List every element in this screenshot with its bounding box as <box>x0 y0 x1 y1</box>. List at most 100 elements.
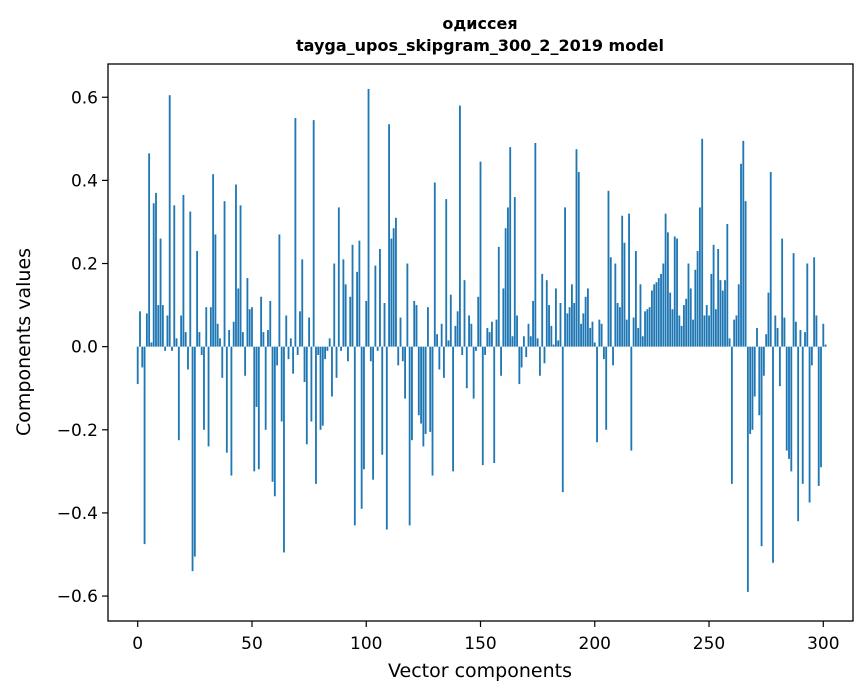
bar-198 <box>589 327 592 347</box>
bar-131 <box>436 334 438 347</box>
bar-111 <box>390 238 393 347</box>
bar-200 <box>593 342 596 347</box>
bar-267 <box>746 346 749 592</box>
bar-141 <box>459 105 461 347</box>
bar-255 <box>719 280 722 347</box>
bar-12 <box>164 346 167 351</box>
bar-211 <box>618 307 621 347</box>
bar-69 <box>294 118 297 347</box>
bar-124 <box>420 346 422 424</box>
bar-109 <box>385 346 388 530</box>
bar-18 <box>177 346 180 441</box>
bar-9 <box>157 305 160 347</box>
bar-1 <box>139 311 141 347</box>
bar-279 <box>774 315 777 347</box>
bar-256 <box>721 290 724 347</box>
bar-6 <box>150 342 153 347</box>
bar-167 <box>518 346 521 385</box>
bar-103 <box>372 346 375 480</box>
bar-156 <box>493 346 496 464</box>
bar-117 <box>404 346 406 399</box>
x-axis-label: Vector components <box>388 660 572 682</box>
bar-27 <box>198 332 201 347</box>
bar-238 <box>680 325 683 347</box>
bar-239 <box>682 305 685 347</box>
bar-210 <box>616 303 619 347</box>
bar-121 <box>413 300 416 347</box>
bar-45 <box>239 205 242 347</box>
bar-22 <box>187 346 189 370</box>
bar-280 <box>776 327 779 347</box>
bar-231 <box>664 213 667 347</box>
bar-217 <box>632 317 635 347</box>
bar-79 <box>317 346 320 355</box>
bar-272 <box>758 346 761 416</box>
bar-31 <box>207 346 210 447</box>
bar-70 <box>296 346 299 355</box>
bar-225 <box>650 290 653 347</box>
bar-144 <box>465 346 468 389</box>
bar-88 <box>337 207 340 347</box>
x-axis-ticks: 0 50 100 150 200 250 300 <box>132 621 840 654</box>
bar-47 <box>244 346 247 376</box>
bar-7 <box>152 203 155 347</box>
bar-97 <box>358 240 361 347</box>
bar-288 <box>794 321 797 347</box>
bar-10 <box>159 238 162 347</box>
bar-0 <box>136 346 139 385</box>
bar-17 <box>175 338 178 347</box>
bar-242 <box>689 288 692 347</box>
y-tick-label-6: 0.6 <box>71 88 98 108</box>
y-tick-label-1: −0.4 <box>57 504 98 524</box>
bar-41 <box>230 346 233 476</box>
bar-208 <box>612 346 614 366</box>
bar-289 <box>797 346 800 522</box>
bar-59 <box>271 346 274 482</box>
bar-152 <box>484 346 486 355</box>
chart-title-line-2: tayga_upos_skipgram_300_2_2019 model <box>296 36 664 55</box>
bar-285 <box>788 346 790 459</box>
bar-243 <box>692 319 694 347</box>
bar-135 <box>445 199 448 347</box>
bar-191 <box>573 303 576 347</box>
bar-96 <box>356 271 359 347</box>
bar-60 <box>273 346 276 497</box>
bar-20 <box>182 194 185 347</box>
bar-178 <box>543 346 546 364</box>
bar-294 <box>808 346 811 503</box>
bar-286 <box>790 346 793 472</box>
bar-120 <box>411 346 413 441</box>
bar-171 <box>527 323 530 347</box>
bar-169 <box>523 336 525 347</box>
bar-71 <box>299 311 301 347</box>
bar-57 <box>267 330 269 347</box>
bar-102 <box>369 346 372 362</box>
bar-228 <box>657 278 660 347</box>
bar-127 <box>427 307 429 347</box>
bar-268 <box>749 346 752 434</box>
bar-26 <box>196 251 199 347</box>
bar-247 <box>701 138 704 347</box>
bar-199 <box>591 321 594 347</box>
bar-140 <box>456 311 459 347</box>
y-tick-label-3: 0.0 <box>71 338 98 358</box>
bar-298 <box>817 346 820 486</box>
bar-106 <box>379 248 381 347</box>
bar-244 <box>694 269 697 347</box>
bar-296 <box>813 257 816 347</box>
bar-162 <box>507 207 509 347</box>
bar-214 <box>625 319 628 347</box>
bar-260 <box>730 346 733 484</box>
bar-134 <box>443 346 445 378</box>
bar-287 <box>792 253 795 347</box>
bar-126 <box>424 346 427 434</box>
bar-123 <box>417 346 420 416</box>
bar-87 <box>335 346 338 378</box>
bar-73 <box>303 346 306 382</box>
bar-226 <box>653 284 656 347</box>
bar-82 <box>324 346 327 360</box>
bar-250 <box>708 315 710 347</box>
bar-261 <box>733 319 736 347</box>
bar-89 <box>340 346 343 351</box>
bar-16 <box>173 205 176 347</box>
